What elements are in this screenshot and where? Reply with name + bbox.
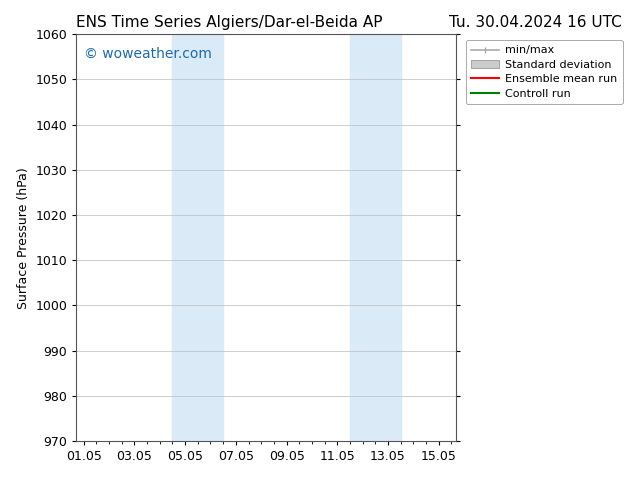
- Legend: min/max, Standard deviation, Ensemble mean run, Controll run: min/max, Standard deviation, Ensemble me…: [466, 40, 623, 104]
- Bar: [350, 34, 401, 441]
- Text: ENS Time Series Algiers/Dar-el-Beida AP: ENS Time Series Algiers/Dar-el-Beida AP: [76, 15, 382, 30]
- Text: Tu. 30.04.2024 16 UTC: Tu. 30.04.2024 16 UTC: [449, 15, 621, 30]
- Bar: [172, 34, 223, 441]
- Y-axis label: Surface Pressure (hPa): Surface Pressure (hPa): [16, 167, 30, 309]
- Text: © woweather.com: © woweather.com: [84, 47, 212, 60]
